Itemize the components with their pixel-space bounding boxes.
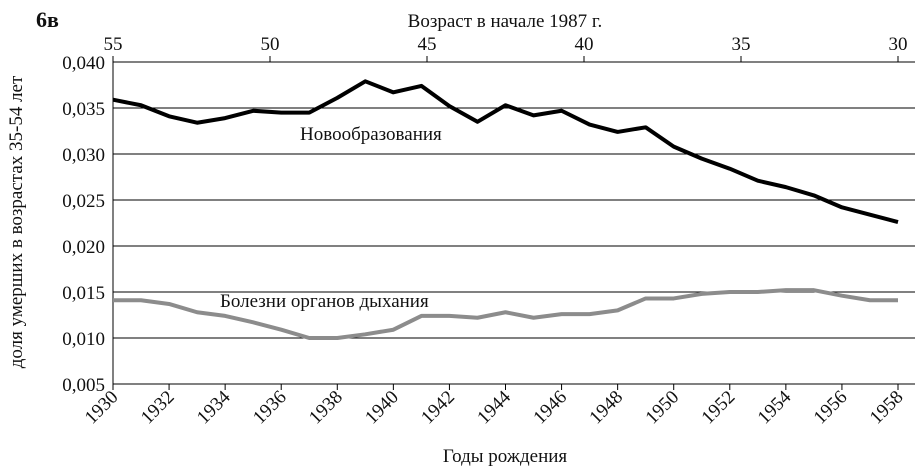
line: [112, 79, 899, 225]
x-tick-label: 1956: [810, 387, 852, 429]
y-tick-label: 0,025: [62, 191, 105, 212]
y-tick-label: 0,040: [62, 53, 105, 74]
y-tick-label: 0,015: [62, 283, 105, 304]
x-tick-label: 1932: [137, 387, 179, 429]
x2-tick-label: 40: [575, 34, 594, 55]
x-axis-title: Годы рождения: [443, 446, 568, 467]
x-tick-label: 1934: [193, 386, 235, 428]
x-tick-label: 1958: [866, 387, 908, 429]
y-tick-label: 0,010: [62, 329, 105, 350]
x-tick-label: 1952: [698, 387, 740, 429]
x-tick-label: 1942: [417, 387, 459, 429]
y-tick-label: 0,005: [62, 375, 105, 396]
line: [113, 288, 898, 340]
x2-tick-label: 35: [732, 34, 751, 55]
y-tick-label: 0,035: [62, 99, 105, 120]
x2-axis-title: Возраст в начале 1987 г.: [408, 11, 603, 32]
series-label: Болезни органов дыхания: [220, 291, 429, 312]
x2-tick-label: 55: [104, 34, 123, 55]
series-label: Новообразования: [300, 124, 442, 145]
y-tick-label: 0,020: [62, 237, 105, 258]
x2-tick-label: 50: [261, 34, 280, 55]
x-tick-label: 1940: [361, 387, 403, 429]
x-tick-label: 1938: [305, 387, 347, 429]
y-axis-title: доля умерших в возрастах 35-54 лет: [6, 75, 27, 368]
x-tick-label: 1936: [249, 387, 291, 429]
x-tick-label: 1948: [585, 387, 627, 429]
x-tick-label: 1946: [529, 387, 571, 429]
x-tick-label: 1944: [473, 386, 515, 428]
x-tick-label: 1954: [754, 386, 796, 428]
x2-tick-label: 30: [889, 34, 908, 55]
panel-label: 6в: [36, 7, 59, 32]
x-tick-label: 1950: [642, 387, 684, 429]
y-tick-label: 0,030: [62, 145, 105, 166]
x2-tick-label: 45: [418, 34, 437, 55]
